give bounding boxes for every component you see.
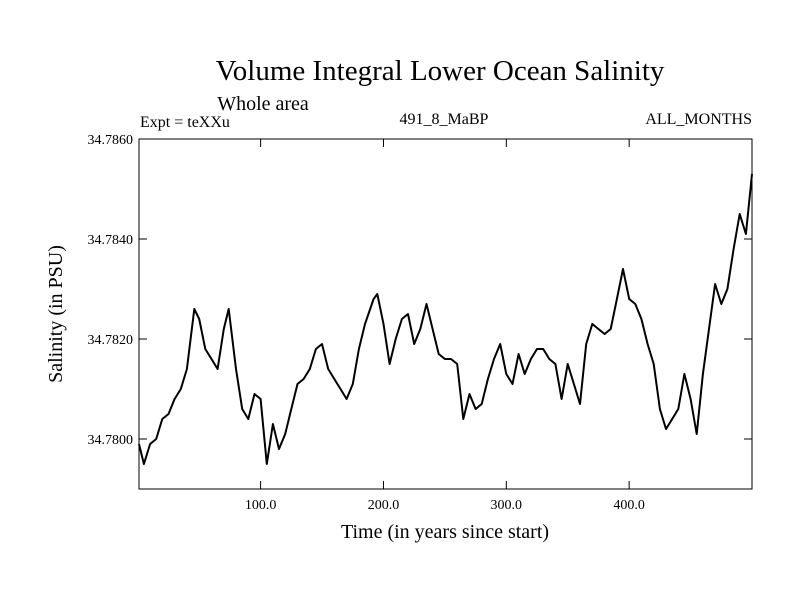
- plot-frame: [138, 138, 753, 490]
- x-tick-label: 200.0: [368, 498, 400, 513]
- salinity-series-line: [138, 173, 753, 465]
- x-tick-label: 400.0: [613, 498, 645, 513]
- chart-title: Volume Integral Lower Ocean Salinity: [216, 55, 665, 87]
- x-axis-ticks: 100.0 200.0 300.0 400.0: [245, 139, 645, 513]
- y-axis-ticks: 34.7800 34.7820 34.7840 34.7860: [88, 133, 752, 448]
- x-axis-label: Time (in years since start): [341, 521, 549, 543]
- experiment-label: Expt = teXXu: [140, 114, 230, 131]
- chart-subtitle: Whole area: [217, 93, 309, 115]
- y-tick-label: 34.7840: [88, 233, 134, 248]
- x-tick-label: 100.0: [245, 498, 277, 513]
- y-tick-label: 34.7860: [88, 133, 134, 148]
- y-tick-label: 34.7820: [88, 333, 134, 348]
- y-axis-label: Salinity (in PSU): [45, 245, 67, 383]
- y-tick-label: 34.7800: [88, 433, 134, 448]
- months-label: ALL_MONTHS: [645, 111, 752, 128]
- run-label: 491_8_MaBP: [400, 111, 489, 128]
- x-tick-label: 300.0: [491, 498, 523, 513]
